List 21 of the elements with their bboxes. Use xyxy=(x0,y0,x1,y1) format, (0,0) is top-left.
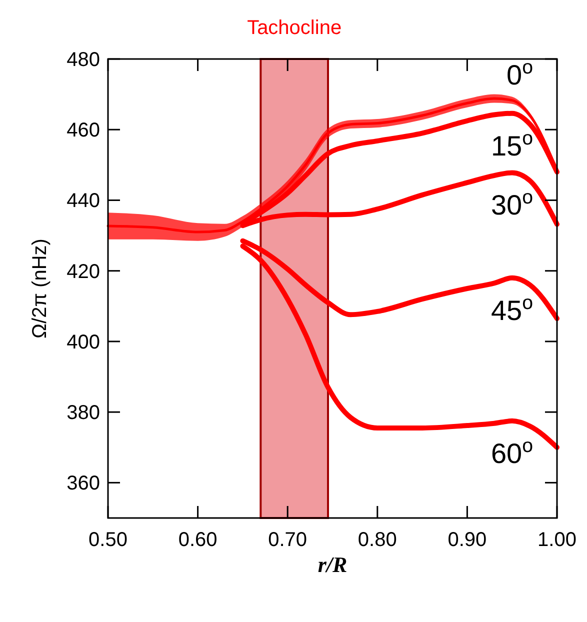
x-tick-label: 0.60 xyxy=(178,529,218,551)
series-label: 0$^{o}$ xyxy=(506,56,534,90)
y-axis-title: Ω/2π (nHz) xyxy=(29,238,51,338)
x-tick-label: 1.00 xyxy=(538,529,576,551)
series-label: 15$^{o}$ xyxy=(490,127,534,162)
series-label: 30$^{o}$ xyxy=(490,186,534,221)
band-label: Tachocline xyxy=(247,17,342,39)
y-tick-label: 480 xyxy=(66,49,100,71)
x-tick-label: 0.80 xyxy=(358,529,397,551)
series-label: 60$^{o}$ xyxy=(490,434,534,469)
y-tick-label: 460 xyxy=(66,120,100,142)
series-label: 45$^{o}$ xyxy=(490,292,534,326)
x-axis-title: r/R xyxy=(318,552,348,577)
y-tick-label: 420 xyxy=(66,260,100,283)
y-tick-label: 380 xyxy=(66,402,100,424)
y-tick-label: 360 xyxy=(66,472,100,495)
y-tick-label: 440 xyxy=(66,190,100,212)
x-tick-label: 0.50 xyxy=(88,529,128,551)
x-tick-label: 0.70 xyxy=(268,529,308,551)
x-tick-label: 0.90 xyxy=(448,529,487,551)
y-tick-label: 400 xyxy=(66,331,100,354)
